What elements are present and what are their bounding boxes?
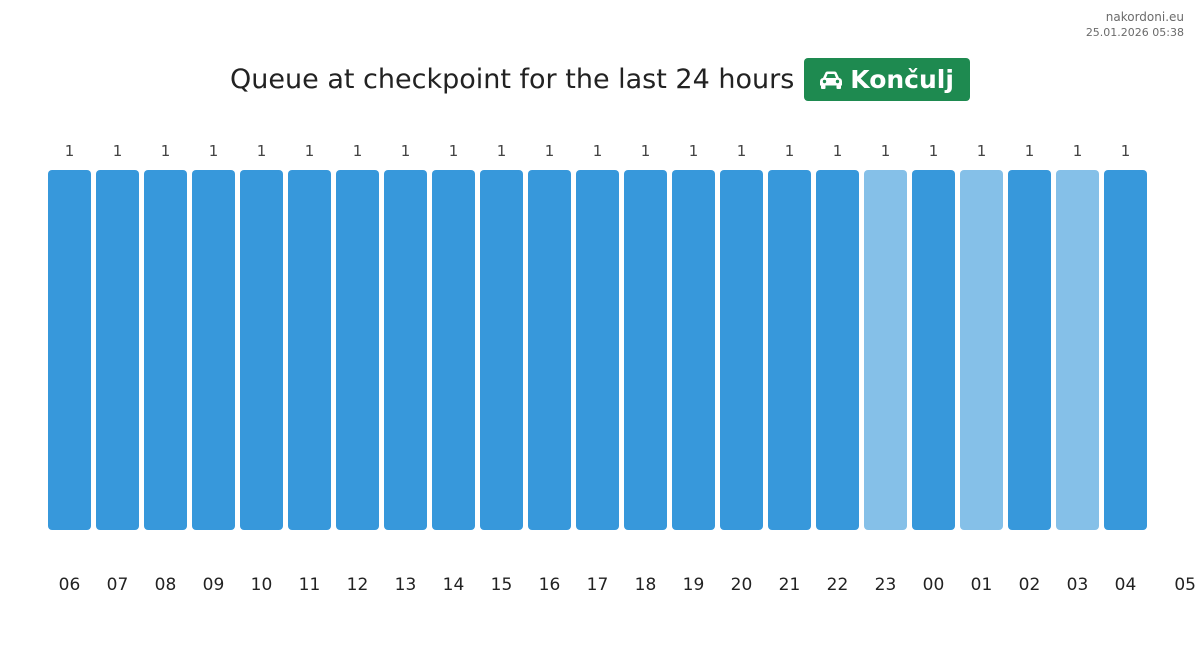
- x-tick-04: 04: [1115, 575, 1137, 595]
- data-label-11: 1: [305, 142, 315, 160]
- site-name: nakordoni.eu: [1105, 10, 1184, 24]
- x-tick-15: 15: [491, 575, 513, 595]
- x-tick-02: 02: [1019, 575, 1041, 595]
- bar-19[interactable]: [672, 170, 715, 530]
- data-label-13: 1: [401, 142, 411, 160]
- car-icon: [818, 70, 844, 90]
- bar-03[interactable]: [1056, 170, 1099, 530]
- data-label-14: 1: [449, 142, 459, 160]
- x-tick-07: 07: [107, 575, 129, 595]
- data-label-09: 1: [209, 142, 219, 160]
- data-label-18: 1: [641, 142, 651, 160]
- bar-09[interactable]: [192, 170, 235, 530]
- x-tick-05: 05: [1174, 575, 1196, 595]
- title-row: Queue at checkpoint for the last 24 hour…: [0, 58, 1200, 101]
- bar-12[interactable]: [336, 170, 379, 530]
- bar-23[interactable]: [864, 170, 907, 530]
- data-label-20: 1: [737, 142, 747, 160]
- data-label-00: 1: [929, 142, 939, 160]
- checkpoint-badge[interactable]: Končulj: [804, 58, 970, 101]
- x-tick-17: 17: [587, 575, 609, 595]
- bar-02[interactable]: [1008, 170, 1051, 530]
- bar-08[interactable]: [144, 170, 187, 530]
- x-tick-01: 01: [971, 575, 993, 595]
- chart-title: Queue at checkpoint for the last 24 hour…: [230, 64, 795, 95]
- bar-20[interactable]: [720, 170, 763, 530]
- data-label-02: 1: [1025, 142, 1035, 160]
- site-info: nakordoni.eu 25.01.2026 05:38: [1086, 9, 1184, 41]
- data-label-17: 1: [593, 142, 603, 160]
- data-label-19: 1: [689, 142, 699, 160]
- x-tick-23: 23: [875, 575, 897, 595]
- bar-04[interactable]: [1104, 170, 1147, 530]
- data-label-07: 1: [113, 142, 123, 160]
- timestamp: 25.01.2026 05:38: [1085, 26, 1184, 39]
- x-tick-22: 22: [827, 575, 849, 595]
- bar-22[interactable]: [816, 170, 859, 530]
- x-tick-18: 18: [635, 575, 657, 595]
- x-tick-09: 09: [203, 575, 225, 595]
- x-tick-08: 08: [155, 575, 177, 595]
- x-tick-20: 20: [731, 575, 753, 595]
- bar-11[interactable]: [288, 170, 331, 530]
- x-tick-13: 13: [395, 575, 417, 595]
- data-label-23: 1: [881, 142, 891, 160]
- x-tick-16: 16: [539, 575, 561, 595]
- data-label-04: 1: [1121, 142, 1131, 160]
- bar-07[interactable]: [96, 170, 139, 530]
- data-label-15: 1: [497, 142, 507, 160]
- bar-17[interactable]: [576, 170, 619, 530]
- bar-00[interactable]: [912, 170, 955, 530]
- bar-10[interactable]: [240, 170, 283, 530]
- data-label-16: 1: [545, 142, 555, 160]
- x-tick-06: 06: [59, 575, 81, 595]
- x-tick-03: 03: [1067, 575, 1089, 595]
- data-label-01: 1: [977, 142, 987, 160]
- data-label-08: 1: [161, 142, 171, 160]
- x-tick-12: 12: [347, 575, 369, 595]
- bar-16[interactable]: [528, 170, 571, 530]
- data-label-21: 1: [785, 142, 795, 160]
- bar-01[interactable]: [960, 170, 1003, 530]
- x-tick-10: 10: [251, 575, 273, 595]
- data-label-03: 1: [1073, 142, 1083, 160]
- x-tick-21: 21: [779, 575, 801, 595]
- bar-14[interactable]: [432, 170, 475, 530]
- data-label-06: 1: [65, 142, 75, 160]
- data-label-12: 1: [353, 142, 363, 160]
- data-label-22: 1: [833, 142, 843, 160]
- bar-21[interactable]: [768, 170, 811, 530]
- data-label-10: 1: [257, 142, 267, 160]
- checkpoint-name: Končulj: [850, 65, 954, 94]
- x-tick-00: 00: [923, 575, 945, 595]
- bar-13[interactable]: [384, 170, 427, 530]
- bar-06[interactable]: [48, 170, 91, 530]
- bar-15[interactable]: [480, 170, 523, 530]
- x-tick-11: 11: [299, 575, 321, 595]
- x-tick-19: 19: [683, 575, 705, 595]
- bar-18[interactable]: [624, 170, 667, 530]
- x-tick-14: 14: [443, 575, 465, 595]
